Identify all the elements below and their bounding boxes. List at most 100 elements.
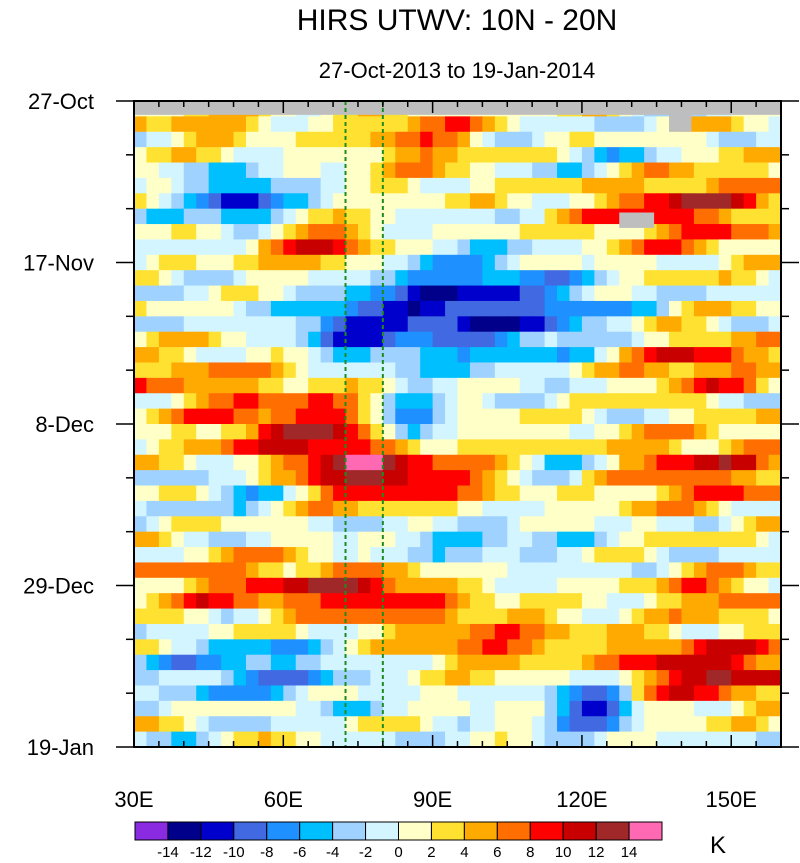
heatmap-cell [357, 700, 371, 717]
heatmap-cell [706, 331, 720, 348]
heatmap-cell [768, 516, 782, 533]
heatmap-cell [631, 254, 645, 271]
heatmap-cell [233, 331, 247, 348]
heatmap-cell [407, 547, 421, 564]
heatmap-cell [420, 731, 434, 748]
heatmap-cell [594, 408, 608, 425]
heatmap-cell [208, 208, 222, 225]
heatmap-cell [669, 377, 683, 394]
heatmap-cell [631, 424, 645, 440]
heatmap-cell [532, 654, 546, 671]
heatmap-cell [693, 347, 707, 364]
heatmap-cell [432, 670, 446, 687]
heatmap-cell [656, 485, 670, 502]
heatmap-cell [445, 716, 459, 733]
heatmap-cell [245, 608, 260, 625]
heatmap-cell [370, 424, 384, 440]
heatmap-cell [631, 470, 645, 487]
colorbar-label: 2 [427, 844, 435, 861]
heatmap-cell [768, 147, 782, 164]
heatmap-cell [743, 300, 757, 317]
heatmap-cell [731, 193, 745, 210]
heatmap-cell [420, 577, 434, 594]
heatmap-cell [320, 177, 334, 194]
heatmap-cell [756, 162, 770, 179]
heatmap-cell [183, 716, 197, 733]
heatmap-cell [544, 500, 558, 517]
heatmap-cell [507, 162, 521, 179]
heatmap-cell [743, 362, 757, 379]
heatmap-cell [357, 485, 371, 502]
heatmap-cell [457, 239, 471, 256]
heatmap-cell [233, 285, 247, 302]
heatmap-cell [134, 577, 148, 594]
heatmap-cell [457, 177, 471, 194]
heatmap-cell [283, 116, 297, 133]
heatmap-cell [557, 347, 571, 364]
heatmap-cell [557, 208, 571, 225]
heatmap-cell [469, 716, 483, 733]
heatmap-cell [507, 208, 521, 225]
heatmap-cell [507, 177, 521, 194]
heatmap-cell [656, 362, 670, 379]
heatmap-cell [258, 270, 272, 287]
heatmap-cell [532, 454, 546, 471]
heatmap-cell [768, 470, 782, 487]
heatmap-cell [308, 347, 322, 364]
heatmap-cell [370, 577, 384, 594]
y-tick-label: 19-Jan [27, 735, 94, 760]
heatmap-cell [333, 239, 347, 256]
heatmap-cell [706, 608, 720, 625]
heatmap-cell [233, 424, 247, 440]
heatmap-cell [494, 162, 508, 179]
heatmap-cell [743, 116, 757, 133]
heatmap-cell [482, 270, 496, 287]
heatmap-cell [693, 362, 707, 379]
heatmap-cell [644, 470, 658, 487]
heatmap-cell [557, 470, 571, 487]
heatmap-cell [233, 377, 247, 394]
heatmap-cell [606, 562, 620, 579]
heatmap-cell [494, 116, 508, 133]
heatmap-cell [445, 470, 459, 487]
heatmap-cell [370, 623, 384, 640]
heatmap-cell [731, 654, 745, 671]
heatmap-cell [669, 577, 683, 594]
heatmap-cell [731, 362, 745, 379]
heatmap-cell [270, 285, 284, 302]
heatmap-cell [208, 593, 222, 610]
heatmap-cell [743, 670, 757, 687]
heatmap-cell [768, 393, 782, 410]
heatmap-cell [208, 285, 222, 302]
heatmap-cell [569, 377, 583, 394]
heatmap-cell [345, 516, 359, 533]
heatmap-cell [445, 531, 459, 548]
heatmap-cell [196, 408, 210, 425]
heatmap-cell [295, 516, 309, 533]
heatmap-cell [507, 331, 521, 348]
heatmap-cell [544, 531, 558, 548]
heatmap-cell [482, 516, 496, 533]
heatmap-cell [743, 224, 757, 241]
heatmap-cell [370, 300, 384, 317]
heatmap-cell [320, 224, 334, 241]
heatmap-cell [308, 639, 322, 656]
heatmap-cell [532, 408, 546, 425]
heatmap-cell [544, 700, 558, 717]
heatmap-cell [519, 208, 533, 225]
heatmap-cell [370, 270, 384, 287]
heatmap-cell [146, 531, 160, 548]
heatmap-cell [718, 224, 732, 241]
heatmap-cell [631, 377, 645, 394]
heatmap-cell [395, 131, 409, 148]
heatmap-cell [333, 116, 347, 133]
heatmap-cell [718, 577, 732, 594]
heatmap-cell [295, 177, 309, 194]
heatmap-cell [183, 347, 197, 364]
heatmap-cell [482, 654, 496, 671]
heatmap-cell [706, 700, 720, 717]
heatmap-cell [445, 623, 459, 640]
heatmap-cell [134, 424, 148, 440]
heatmap-cell [644, 254, 658, 271]
heatmap-cell [171, 623, 185, 640]
